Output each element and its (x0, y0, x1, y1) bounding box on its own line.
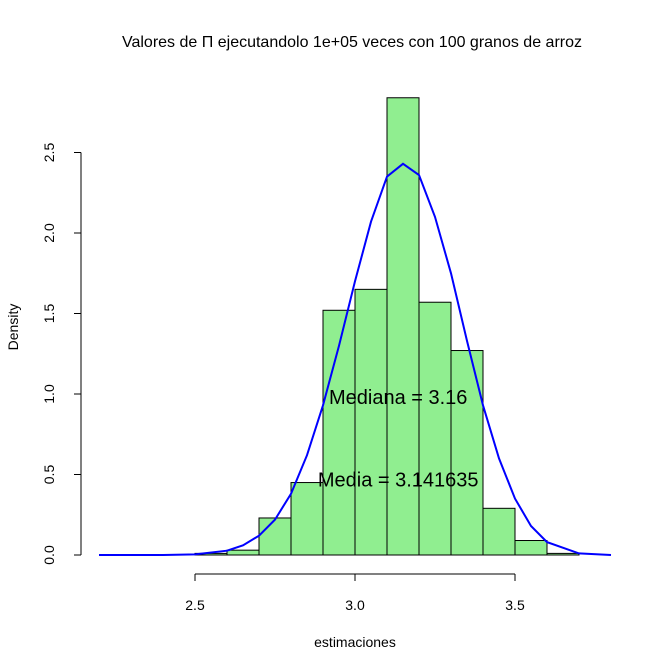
annotations: Mediana = 3.16 Media = 3.141635 (318, 387, 479, 491)
y-tick-label-0: 0.0 (41, 545, 57, 565)
histogram-bar-11 (546, 552, 580, 556)
y-tick-label-2: 1.0 (41, 384, 57, 404)
y-axis: 0.0 0.5 1.0 1.5 2.0 2.5 (41, 143, 82, 565)
x-axis: 2.5 3.0 3.5 (185, 573, 525, 613)
y-tick-label-1: 0.5 (41, 465, 57, 485)
density-curve (99, 162, 612, 556)
histogram-bar-5 (354, 288, 388, 556)
histogram-bar-4 (322, 309, 356, 556)
y-axis-label: Density (5, 304, 21, 351)
y-tick-label-3: 1.5 (41, 304, 57, 324)
histogram-bar-6 (386, 97, 420, 556)
histogram-bar-3 (290, 482, 324, 556)
histogram-bar-9 (482, 507, 516, 556)
annotation-0: Mediana = 3.16 (329, 387, 467, 409)
x-tick-label-2: 3.5 (505, 597, 525, 613)
histogram-bar-10 (514, 540, 548, 556)
histogram-bars (194, 97, 580, 556)
histogram-bar-7 (418, 301, 452, 556)
chart-title: Valores de Π ejecutandolo 1e+05 veces co… (122, 34, 582, 51)
x-tick-label-0: 2.5 (185, 597, 205, 613)
histogram-bar-1 (226, 549, 260, 556)
y-tick-label-5: 2.5 (41, 143, 57, 163)
histogram-bar-2 (258, 517, 292, 556)
histogram-bar-8 (450, 350, 484, 556)
annotation-1: Media = 3.141635 (318, 469, 479, 491)
y-tick-label-4: 2.0 (41, 223, 57, 243)
x-axis-label: estimaciones (314, 634, 396, 650)
x-tick-label-1: 3.0 (345, 597, 365, 613)
